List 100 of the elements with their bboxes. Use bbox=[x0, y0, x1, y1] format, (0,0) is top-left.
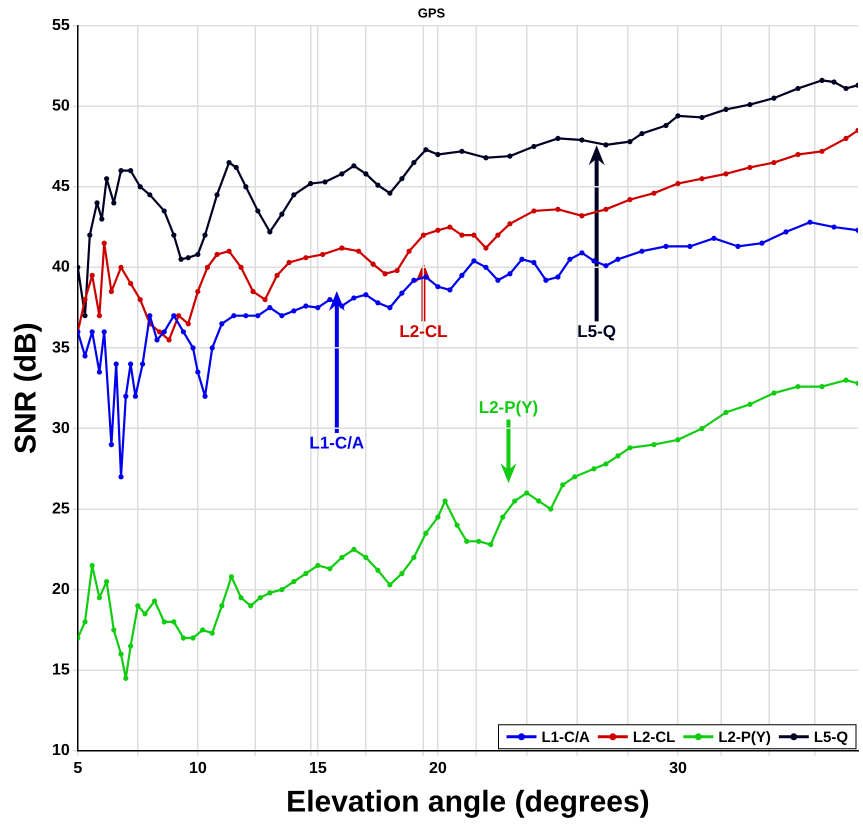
x-axis-title: Elevation angle (degrees) bbox=[286, 785, 650, 818]
point bbox=[99, 216, 104, 222]
point bbox=[771, 96, 777, 101]
point bbox=[382, 271, 388, 276]
point bbox=[226, 248, 232, 254]
point bbox=[435, 152, 440, 158]
x-tick-label: 20 bbox=[428, 760, 447, 777]
point bbox=[651, 190, 657, 196]
point bbox=[747, 102, 753, 108]
point bbox=[370, 262, 376, 267]
point bbox=[94, 200, 100, 206]
point bbox=[128, 280, 134, 286]
point bbox=[250, 288, 256, 294]
x-tick-label: 30 bbox=[669, 760, 687, 777]
point bbox=[399, 176, 404, 182]
y-tick-label: 55 bbox=[52, 17, 70, 34]
point bbox=[507, 221, 513, 226]
point bbox=[147, 192, 152, 198]
point bbox=[627, 197, 633, 202]
point bbox=[339, 171, 344, 176]
point bbox=[603, 142, 609, 148]
point bbox=[723, 171, 729, 176]
point bbox=[322, 179, 328, 185]
point bbox=[178, 256, 184, 262]
point bbox=[291, 192, 296, 198]
point bbox=[104, 176, 110, 182]
point bbox=[699, 114, 705, 120]
point bbox=[747, 164, 753, 170]
point bbox=[471, 232, 476, 238]
point bbox=[627, 139, 633, 144]
point bbox=[118, 168, 124, 174]
point bbox=[675, 113, 681, 118]
annotation: L1-C/A bbox=[309, 434, 364, 453]
annotation: L5-Q bbox=[577, 322, 616, 342]
point bbox=[214, 252, 220, 258]
point bbox=[603, 206, 609, 212]
x-tick-label: 10 bbox=[188, 760, 207, 777]
point bbox=[394, 268, 400, 274]
point bbox=[483, 245, 489, 251]
y-tick-label: 30 bbox=[52, 420, 70, 437]
point bbox=[435, 228, 440, 233]
point bbox=[195, 288, 200, 294]
y-axis-title: SNR (dB) bbox=[9, 322, 42, 454]
point bbox=[186, 255, 191, 260]
x-tick-label: 15 bbox=[308, 760, 327, 777]
point bbox=[176, 313, 182, 318]
point bbox=[819, 148, 825, 154]
point bbox=[82, 296, 88, 302]
point bbox=[411, 160, 416, 166]
point bbox=[507, 154, 513, 159]
y-tick-label: 45 bbox=[52, 178, 70, 196]
point bbox=[771, 160, 777, 166]
point bbox=[255, 208, 260, 214]
point bbox=[363, 171, 368, 176]
point bbox=[663, 122, 669, 128]
point bbox=[262, 296, 268, 302]
point bbox=[108, 288, 114, 294]
y-tick-label: 40 bbox=[52, 258, 70, 276]
point bbox=[238, 264, 244, 270]
x-tick-label: 5 bbox=[73, 760, 82, 777]
point bbox=[128, 168, 134, 174]
point bbox=[320, 252, 326, 258]
point bbox=[90, 272, 95, 278]
y-tick-label: 20 bbox=[52, 581, 70, 598]
y-tick-label: 10 bbox=[52, 742, 70, 760]
point bbox=[87, 232, 92, 238]
point bbox=[186, 321, 191, 326]
point bbox=[406, 248, 412, 254]
point bbox=[339, 245, 344, 251]
point bbox=[118, 264, 124, 270]
point bbox=[111, 200, 116, 206]
point bbox=[202, 232, 208, 238]
point bbox=[226, 160, 232, 166]
point bbox=[699, 176, 705, 182]
point bbox=[723, 106, 729, 112]
point bbox=[82, 313, 88, 318]
point bbox=[102, 240, 107, 246]
point bbox=[138, 184, 143, 190]
point bbox=[795, 152, 801, 158]
chart-title: GPS bbox=[418, 5, 446, 20]
point bbox=[531, 208, 537, 214]
legend-label: L1-C/A bbox=[542, 728, 590, 746]
point bbox=[459, 148, 464, 154]
y-tick-label: 25 bbox=[52, 500, 70, 518]
point bbox=[387, 190, 392, 196]
point bbox=[483, 155, 489, 160]
point bbox=[96, 313, 102, 318]
point bbox=[843, 86, 849, 92]
point bbox=[214, 192, 220, 198]
point bbox=[447, 224, 452, 230]
point bbox=[162, 208, 167, 214]
point bbox=[171, 232, 176, 238]
point bbox=[579, 137, 585, 143]
annotation: L2-CL bbox=[399, 322, 448, 342]
point bbox=[138, 296, 143, 302]
point bbox=[274, 272, 280, 278]
point bbox=[234, 164, 239, 170]
point bbox=[267, 229, 272, 234]
point bbox=[555, 136, 561, 142]
point bbox=[843, 136, 849, 142]
